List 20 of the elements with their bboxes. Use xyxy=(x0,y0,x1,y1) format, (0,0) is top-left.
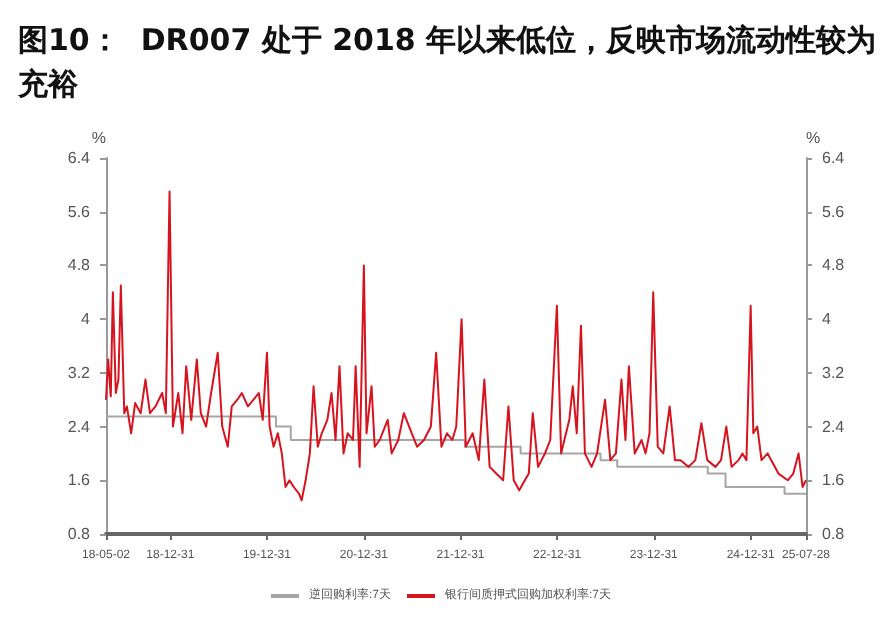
chart-title: 图10： DR007 处于 2018 年以来低位，反映市场流动性较为充裕 xyxy=(16,22,877,102)
line-series xyxy=(105,190,807,502)
y2-tick-label: 1.6 xyxy=(822,471,846,490)
y2-tick-label: 3.2 xyxy=(822,363,846,382)
y-axis-title: % xyxy=(91,129,106,147)
y-tick-label: 2.4 xyxy=(67,417,92,436)
y-tick-label: 3.2 xyxy=(67,363,92,382)
y-tick-label: 0.8 xyxy=(67,525,92,543)
y2-tick-label: 0.8 xyxy=(822,525,846,543)
y2-tick-label: 6.4 xyxy=(822,149,846,167)
y2-tick-label: 4.8 xyxy=(822,256,846,275)
y-tick-label: 1.6 xyxy=(67,471,92,490)
y2-axis-title: % xyxy=(806,129,821,147)
y2-tick-label: 5.6 xyxy=(822,202,846,221)
y-tick-label: 4.8 xyxy=(67,256,92,275)
y2-tick-label: 2.4 xyxy=(822,417,846,436)
y-tick-label: 4 xyxy=(81,310,92,329)
y2-tick-label: 4 xyxy=(822,310,832,329)
y-tick-label: 5.6 xyxy=(67,202,92,221)
y-tick-label: 6.4 xyxy=(67,149,92,167)
